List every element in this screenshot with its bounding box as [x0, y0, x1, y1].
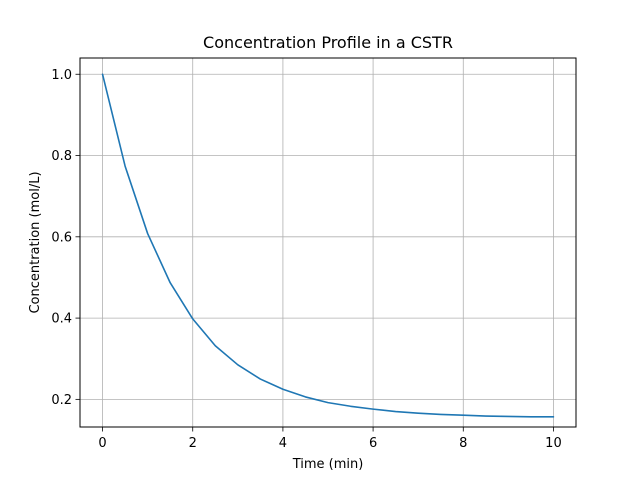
- series-line: [101, 73, 555, 418]
- y-tick-label: 0.8: [51, 149, 72, 164]
- plot-frame: [79, 57, 577, 428]
- x-tick-label: 4: [279, 436, 287, 451]
- y-tick-label: 0.4: [51, 312, 72, 327]
- y-tick-label: 0.6: [51, 230, 72, 245]
- x-tick-label: 8: [459, 436, 467, 451]
- y-axis-label: Concentration (mol/L): [28, 171, 43, 313]
- x-axis-label: Time (min): [292, 457, 364, 472]
- y-tick-label: 1.0: [51, 68, 72, 83]
- x-tick-label: 0: [98, 436, 106, 451]
- x-tick-label: 6: [369, 436, 377, 451]
- grid: [80, 58, 576, 427]
- series-layer: [101, 73, 555, 418]
- x-tick-label: 10: [545, 436, 562, 451]
- y-tick-label: 0.2: [51, 393, 72, 408]
- chart-title: Concentration Profile in a CSTR: [203, 33, 453, 52]
- ticks: 0 2 4 6 8 10 0.2 0.4 0.6 0.8 1.0: [51, 68, 561, 451]
- x-tick-label: 2: [189, 436, 197, 451]
